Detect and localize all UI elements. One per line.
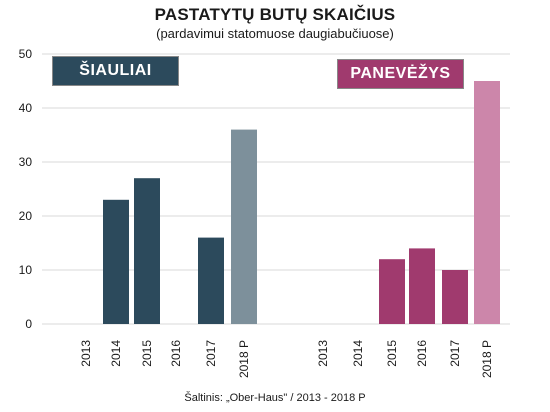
x-tick-label: 2013 bbox=[79, 340, 93, 367]
x-tick-label: 2014 bbox=[109, 340, 123, 367]
x-tick-label: 2018 P bbox=[237, 340, 251, 378]
x-tick-label: 2018 P bbox=[480, 340, 494, 378]
bar bbox=[442, 270, 468, 324]
group-label-siauliai: ŠIAULIAI bbox=[52, 56, 179, 86]
x-tick-label: 2015 bbox=[140, 340, 154, 367]
y-tick-label: 10 bbox=[19, 263, 33, 277]
bar bbox=[103, 199, 129, 324]
bar bbox=[231, 129, 257, 324]
y-tick-label: 40 bbox=[19, 101, 33, 115]
bar bbox=[474, 81, 500, 324]
y-tick-label: 30 bbox=[19, 155, 33, 169]
chart-subtitle: (pardavimui statomuose daugiabučiuose) bbox=[156, 26, 394, 41]
x-tick-label: 2013 bbox=[316, 340, 330, 367]
y-tick-label: 0 bbox=[25, 317, 32, 331]
x-tick-label: 2016 bbox=[169, 340, 183, 367]
y-tick-label: 50 bbox=[19, 47, 33, 61]
y-tick-label: 20 bbox=[19, 209, 33, 223]
x-axis-ticks: 2013 2014 2015 2016 2017 2018 P 2013 2014 2015 20… bbox=[79, 340, 494, 378]
y-axis-ticks: 0 10 20 30 40 50 bbox=[19, 47, 33, 331]
chart-title: PASTATYTŲ BUTŲ SKAIČIUS bbox=[154, 5, 396, 24]
bar bbox=[134, 178, 160, 324]
x-tick-label: 2017 bbox=[448, 340, 462, 367]
x-tick-label: 2015 bbox=[385, 340, 399, 367]
bar bbox=[198, 237, 224, 324]
bars bbox=[103, 81, 500, 324]
bar bbox=[409, 248, 435, 324]
x-tick-label: 2014 bbox=[351, 340, 365, 367]
x-tick-label: 2017 bbox=[204, 340, 218, 367]
bar bbox=[379, 259, 405, 324]
group-label-panevezys: PANEVĖŽYS bbox=[337, 59, 464, 89]
source-note: Šaltinis: „Ober-Haus" / 2013 - 2018 P bbox=[184, 392, 366, 404]
x-tick-label: 2016 bbox=[415, 340, 429, 367]
